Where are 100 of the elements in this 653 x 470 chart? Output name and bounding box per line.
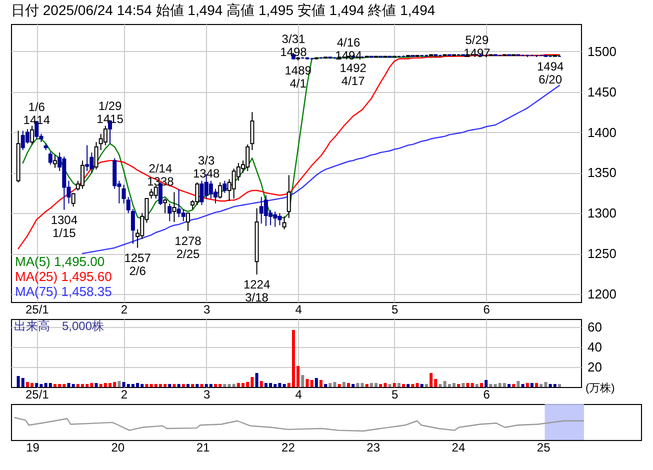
y-tick-label: 1500	[588, 44, 616, 59]
candlestick	[130, 208, 135, 244]
x-tick-label: 20	[111, 440, 125, 454]
bar	[306, 379, 309, 387]
bar	[530, 383, 534, 387]
bar	[480, 383, 484, 387]
bar	[232, 384, 236, 387]
bar	[462, 383, 465, 387]
x-tick-label: 6	[483, 302, 490, 316]
candlestick	[286, 174, 291, 218]
y-tick-label: 20	[588, 360, 602, 374]
candlestick	[222, 180, 227, 194]
bar	[314, 378, 318, 387]
x-tick-label: 2	[120, 388, 128, 402]
bar	[324, 384, 328, 387]
annotation: 1/6 1414	[23, 100, 50, 127]
bar	[328, 383, 332, 387]
y-tick-label: 1250	[588, 246, 616, 262]
x-tick-label: 4	[295, 388, 302, 402]
x-tick-label: 2	[120, 302, 128, 316]
bar	[411, 384, 414, 387]
bar	[168, 384, 172, 387]
bar	[356, 383, 360, 387]
candlestick	[126, 196, 130, 214]
bar	[352, 384, 355, 387]
candlestick	[48, 151, 52, 166]
candlestick	[218, 182, 222, 200]
bar	[177, 384, 180, 387]
x-tick-label: 25/1	[25, 302, 50, 316]
x-tick-label: 21	[196, 440, 210, 454]
bar	[521, 384, 524, 387]
bar	[526, 383, 529, 387]
x-tick-label: 25/1	[25, 388, 50, 402]
bar	[35, 383, 38, 387]
bar	[21, 378, 24, 387]
bar	[282, 384, 286, 387]
candlestick	[168, 202, 172, 222]
candlestick	[122, 184, 126, 204]
bar	[392, 383, 396, 387]
x-tick-label: 4	[295, 302, 302, 316]
bar	[319, 380, 322, 387]
bar	[333, 382, 336, 387]
text: MA(75) 1,458.35	[15, 284, 112, 299]
bar	[489, 384, 492, 387]
y-tick-label: 40	[588, 340, 602, 354]
bar	[145, 384, 148, 387]
bar	[255, 373, 258, 387]
y-tick-label: 1200	[588, 286, 616, 302]
bar	[191, 384, 194, 387]
annotation: 1304 1/15	[50, 212, 78, 240]
candlestick	[181, 208, 186, 222]
bar	[186, 384, 190, 387]
bar	[535, 383, 538, 387]
bar	[342, 382, 346, 387]
annotation: 1494 6/20	[536, 59, 564, 86]
candlestick	[163, 198, 168, 214]
x-tick-label: 22	[282, 440, 296, 454]
y-tick-label: 60	[588, 320, 602, 334]
bar	[502, 383, 506, 387]
x-tick-label: 25	[536, 440, 551, 454]
x-tick-label: 3	[203, 388, 210, 402]
x-tick-label: 24	[452, 440, 466, 454]
bar	[301, 375, 304, 387]
bar	[406, 384, 410, 387]
bar	[94, 383, 98, 387]
bar	[365, 384, 368, 387]
bar	[438, 384, 442, 387]
bar	[196, 384, 199, 387]
annotation: 3/31 1498	[280, 32, 308, 60]
x-tick-label: 5	[392, 302, 399, 316]
bar	[470, 383, 474, 387]
candlestick	[186, 212, 190, 232]
bar	[402, 384, 406, 387]
y-tick-label: 1400	[588, 124, 616, 140]
bar	[516, 381, 520, 387]
bar	[553, 384, 556, 387]
candlestick	[103, 125, 108, 146]
candlestick	[25, 128, 30, 144]
bar	[214, 384, 218, 387]
chart-title: 日付 2025/06/24 14:54 始値 1,494 高値 1,495 安値 1,494 終値 1,494	[11, 2, 436, 18]
bar	[484, 380, 488, 387]
bar	[48, 383, 52, 387]
bar	[475, 384, 478, 387]
bar	[379, 384, 382, 387]
candlestick	[30, 125, 34, 145]
annotation: 1224 3/18	[243, 278, 270, 305]
x-tick-label: 19	[26, 440, 40, 454]
bar	[310, 380, 314, 387]
bar	[457, 384, 460, 387]
candlestick	[282, 216, 286, 230]
candlestick	[172, 192, 176, 222]
bar	[182, 384, 185, 387]
bar	[512, 384, 516, 387]
candlestick	[52, 154, 57, 168]
candlestick	[250, 112, 254, 151]
candlestick	[71, 192, 76, 208]
annotation: 1278 2/25	[174, 234, 202, 261]
bar	[416, 383, 419, 387]
bar	[118, 381, 121, 387]
y-axis-title: (万株)	[586, 382, 615, 394]
